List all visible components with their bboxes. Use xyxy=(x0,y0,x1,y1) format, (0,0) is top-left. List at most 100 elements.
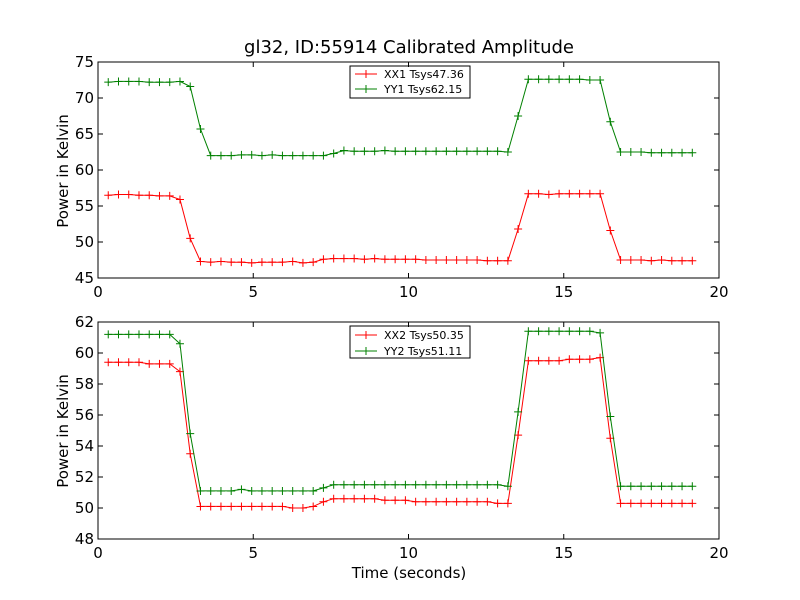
bottom-data-point xyxy=(216,486,225,495)
bottom-data-point xyxy=(329,494,338,503)
top-data-point xyxy=(247,150,256,159)
bottom-data-point xyxy=(165,359,174,368)
top-y-tick-label: 45 xyxy=(75,269,94,287)
top-y-tick-label: 65 xyxy=(75,125,94,143)
bottom-data-point xyxy=(145,359,154,368)
bottom-data-point xyxy=(637,499,646,508)
bottom-y-tick-label: 56 xyxy=(75,406,94,424)
bottom-data-point xyxy=(442,497,451,506)
top-data-point xyxy=(544,190,553,199)
bottom-data-point xyxy=(575,355,584,364)
bottom-data-point xyxy=(391,496,400,505)
bottom-data-point xyxy=(647,499,656,508)
top-data-point xyxy=(350,254,359,263)
top-data-point xyxy=(442,256,451,264)
top-data-point xyxy=(647,256,656,265)
bottom-data-point xyxy=(678,499,687,508)
top-data-point xyxy=(206,258,215,267)
bottom-data-point xyxy=(493,480,502,489)
top-data-point xyxy=(227,151,236,160)
top-data-point xyxy=(493,147,502,156)
bottom-x-tick-label: 0 xyxy=(93,544,103,562)
top-data-point xyxy=(145,78,154,87)
top-data-point xyxy=(391,255,400,264)
top-data-point xyxy=(196,124,205,133)
top-data-point xyxy=(339,146,348,155)
top-data-point xyxy=(237,150,246,159)
bottom-data-point xyxy=(309,502,318,511)
bottom-data-point xyxy=(216,502,225,511)
bottom-data-point xyxy=(380,496,389,505)
top-y-tick-label: 60 xyxy=(75,161,94,179)
top-data-point xyxy=(473,256,482,264)
top-data-point xyxy=(319,255,328,264)
bottom-data-point xyxy=(237,485,246,494)
top-data-point xyxy=(473,147,482,156)
bottom-data-point xyxy=(421,480,430,489)
top-data-point xyxy=(657,256,666,264)
bottom-data-point xyxy=(268,502,277,511)
bottom-data-point xyxy=(370,480,379,489)
top-data-point xyxy=(288,151,297,160)
top-data-point xyxy=(616,148,625,156)
top-data-point xyxy=(534,189,543,198)
bottom-data-point xyxy=(309,486,318,495)
top-data-point xyxy=(462,147,471,156)
top-data-point xyxy=(401,255,410,264)
bottom-data-point xyxy=(657,499,666,508)
bottom-data-point xyxy=(503,482,512,491)
bottom-legend-label-yy2: YY2 Tsys51.11 xyxy=(383,345,462,358)
top-data-point xyxy=(606,226,615,235)
top-data-point xyxy=(196,257,205,266)
top-data-point xyxy=(678,148,687,157)
top-series-0 xyxy=(104,189,697,267)
bottom-data-point xyxy=(514,407,523,416)
top-data-point xyxy=(493,256,502,265)
bottom-data-point xyxy=(155,359,164,368)
top-data-point xyxy=(360,255,369,264)
bottom-y-tick-label: 58 xyxy=(75,375,94,393)
top-data-point xyxy=(688,256,697,265)
bottom-data-point xyxy=(206,502,215,511)
top-data-point xyxy=(401,147,410,156)
top-data-point xyxy=(626,256,635,264)
top-x-tick-label: 20 xyxy=(709,283,728,301)
top-data-point xyxy=(555,189,564,198)
bottom-data-point xyxy=(544,356,553,365)
bottom-series-1 xyxy=(104,327,697,495)
top-data-point xyxy=(104,78,113,87)
top-data-point xyxy=(216,257,225,266)
top-data-point xyxy=(155,191,164,200)
top-data-point xyxy=(452,256,461,264)
top-legend: XX1 Tsys47.36 YY1 Tsys62.15 xyxy=(349,65,471,99)
bottom-data-point xyxy=(329,480,338,489)
bottom-data-point xyxy=(319,483,328,492)
top-data-point xyxy=(216,151,225,160)
top-data-point xyxy=(114,77,123,86)
bottom-data-point xyxy=(585,355,594,364)
bottom-data-point xyxy=(114,358,123,367)
top-x-tick-label: 15 xyxy=(554,283,573,301)
bottom-data-point xyxy=(247,486,256,495)
bottom-x-tick-label: 15 xyxy=(554,544,573,562)
bottom-x-tick-label: 10 xyxy=(399,544,418,562)
bottom-y-tick-label: 60 xyxy=(75,344,94,362)
top-data-point xyxy=(452,147,461,156)
bottom-data-point xyxy=(268,486,277,495)
bottom-data-point xyxy=(462,480,471,489)
top-data-point xyxy=(288,257,297,266)
top-x-tick-label: 10 xyxy=(399,283,418,301)
top-data-point xyxy=(524,75,533,84)
bottom-data-point xyxy=(555,327,564,336)
top-data-point xyxy=(411,255,420,264)
top-data-point xyxy=(278,151,287,160)
top-data-point xyxy=(483,147,492,156)
bottom-data-point xyxy=(667,499,676,508)
top-data-point xyxy=(616,256,625,264)
top-data-point xyxy=(626,148,635,156)
bottom-data-point xyxy=(452,480,461,489)
top-x-tick-label: 5 xyxy=(248,283,258,301)
top-series-line-0 xyxy=(108,193,693,264)
bottom-data-point xyxy=(206,486,215,495)
top-data-point xyxy=(462,256,471,264)
